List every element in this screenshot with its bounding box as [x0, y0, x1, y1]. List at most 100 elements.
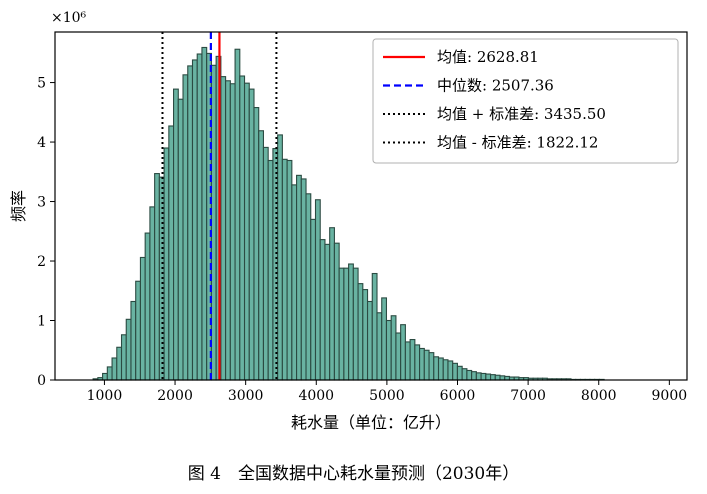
histogram-bar [234, 48, 241, 381]
x-tick-label: 5000 [369, 388, 405, 404]
histogram-bar [456, 365, 463, 381]
histogram-bar [480, 372, 487, 381]
histogram-bar [385, 319, 392, 381]
histogram-bar [376, 312, 383, 381]
histogram-bar [187, 65, 194, 381]
legend-entry: 均值 - 标准差: 1822.12 [437, 134, 598, 152]
histogram-bar [352, 267, 359, 381]
histogram-chart: 1000 2000 3000 4000 5000 6000 7000 8000 9000 0 1 2… [9, 10, 688, 432]
histogram-bar [324, 243, 331, 381]
histogram-bar [305, 193, 312, 381]
histogram-bar [475, 372, 482, 381]
y-tick-label: 3 [37, 195, 46, 211]
histogram-bar [116, 346, 123, 381]
histogram-bar [139, 256, 146, 381]
histogram-bar [381, 297, 388, 381]
legend-entry: 均值: 2628.81 [437, 48, 539, 66]
histogram-bar [182, 74, 189, 381]
histogram-bar [300, 178, 307, 381]
histogram-bar [135, 280, 141, 381]
x-axis-ticks: 1000 2000 3000 4000 5000 6000 7000 8000 9000 [87, 380, 688, 404]
histogram-bar [173, 88, 179, 381]
histogram-bar [210, 64, 217, 381]
histogram-bar [395, 332, 402, 381]
histogram-bar [220, 76, 227, 381]
x-tick-label: 1000 [87, 388, 123, 404]
y-tick-label: 5 [37, 76, 46, 92]
histogram-bar [499, 375, 506, 381]
histogram-bar [428, 352, 435, 381]
histogram-bar [319, 239, 326, 381]
x-tick-label: 4000 [298, 388, 334, 404]
histogram-bar [343, 267, 350, 381]
figure-caption: 图 4 全国数据中心耗水量预测（2030年） [187, 464, 520, 484]
histogram-bar [130, 300, 137, 381]
histogram-bar [348, 263, 354, 381]
histogram-bar [106, 366, 113, 381]
histogram-bar [144, 232, 151, 381]
histogram-bar [168, 125, 175, 381]
reference-lines [161, 32, 278, 380]
histogram-bar [366, 300, 373, 381]
histogram-bar [177, 98, 184, 381]
histogram-bar [286, 159, 293, 381]
x-axis-label: 耗水量（单位：亿升） [291, 413, 451, 432]
x-tick-label: 7000 [510, 388, 546, 404]
legend-box [372, 38, 679, 164]
y-tick-label: 0 [37, 373, 46, 389]
x-tick-label: 9000 [652, 388, 688, 404]
histogram-bar [120, 334, 127, 381]
histogram-bar [338, 267, 345, 381]
histogram-bar [253, 107, 260, 381]
histogram-bar [333, 242, 340, 381]
plot-frame [54, 31, 688, 381]
x-tick-label: 6000 [440, 388, 476, 404]
histogram-bar [111, 357, 118, 381]
histogram-bar [437, 357, 444, 381]
histogram-bar [362, 289, 369, 381]
y-axis-label: 频率 [9, 190, 28, 222]
histogram-bar [371, 272, 378, 381]
histogram-bar [267, 159, 274, 381]
histogram-bar [485, 373, 492, 381]
histogram-bar [494, 374, 501, 381]
histogram-bar [239, 75, 246, 381]
histogram-bar [433, 356, 440, 381]
histogram-bar [329, 227, 335, 381]
histogram-bar [409, 338, 416, 381]
histogram-bar [262, 146, 269, 381]
histogram-bar [414, 344, 421, 381]
histogram-bar [452, 362, 458, 381]
histogram-bar [243, 82, 250, 381]
histogram-bar [258, 130, 265, 381]
histogram-bar [390, 315, 397, 381]
histogram-bar [154, 173, 160, 381]
histogram-bar [461, 368, 468, 381]
histogram-bar [466, 369, 473, 381]
histogram-bar [281, 158, 288, 381]
histogram-bar [248, 88, 255, 381]
histogram-bars [92, 46, 605, 381]
histogram-bar [102, 372, 108, 381]
histogram-bar [357, 283, 364, 381]
y-tick-label: 2 [37, 254, 46, 270]
histogram-bar [419, 347, 425, 381]
y-tick-label: 1 [37, 314, 46, 330]
y-axis-ticks: 0 1 2 3 4 5 [37, 76, 55, 389]
histogram-bar [310, 218, 317, 381]
histogram-bar [225, 80, 231, 381]
histogram-bar [314, 199, 321, 381]
histogram-bar [277, 134, 283, 381]
histogram-bar [191, 59, 198, 381]
x-tick-label: 8000 [581, 388, 617, 404]
histogram-bar [149, 206, 156, 381]
histogram-bar [291, 184, 298, 381]
histogram-bar [404, 341, 411, 381]
histogram-bar [447, 360, 454, 381]
histogram-bar [163, 147, 170, 381]
histogram-bar [489, 374, 496, 381]
legend-entry: 中位数: 2507.36 [437, 77, 554, 95]
histogram-bar [296, 174, 302, 381]
y-axis-multiplier: ×10⁶ [51, 10, 87, 26]
x-tick-label: 3000 [228, 388, 264, 404]
